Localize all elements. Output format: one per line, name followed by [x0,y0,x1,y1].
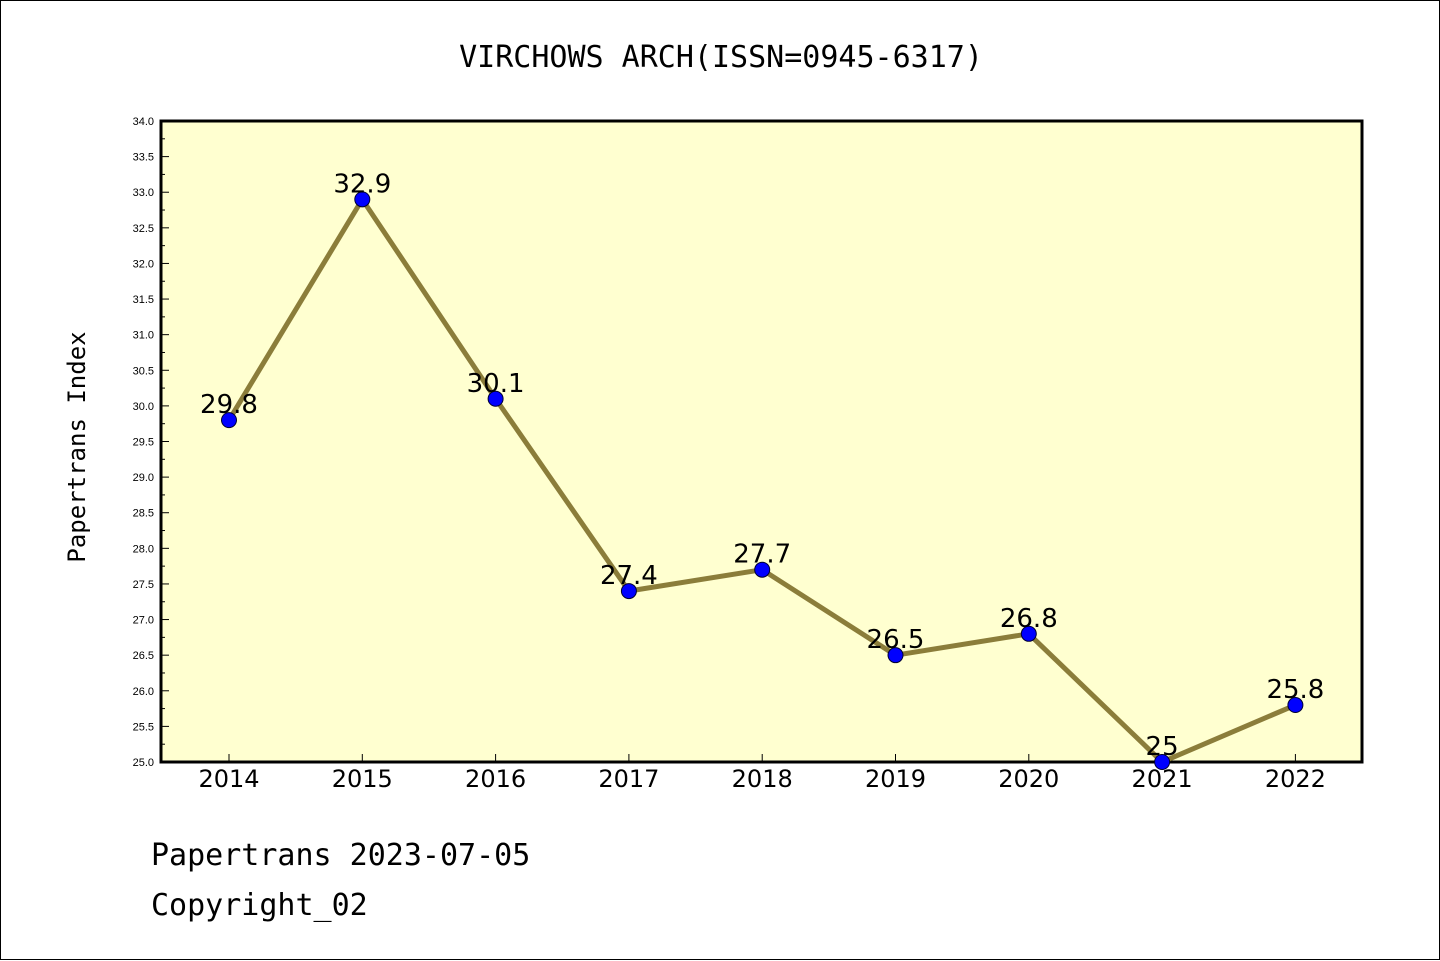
data-label: 25.8 [1266,675,1324,705]
x-axis-ticks: 2014 2015 2016 2017 2018 2019 2020 2021 2022 [198,754,1326,793]
data-point [487,390,504,407]
chart-title: VIRCHOWS ARCH(ISSN=0945-6317) [459,40,983,75]
data-label: 30.1 [467,369,525,399]
plot-area [159,119,1364,764]
x-tick-label: 2020 [998,765,1059,793]
y-axis-label: Papertrans Index [63,331,91,562]
x-tick-label: 2019 [865,765,926,793]
y-tick-label: 29.5 [133,437,154,449]
data-label: 25 [1146,732,1179,762]
data-label: 26.5 [867,625,925,655]
y-tick-label: 26.0 [133,686,154,698]
data-label: 29.8 [200,390,258,420]
x-tick-label: 2015 [332,765,393,793]
y-tick-label: 31.5 [133,294,154,306]
y-tick-label: 29.0 [133,472,154,484]
data-point [620,583,637,600]
x-tick-label: 2018 [732,765,793,793]
data-label: 27.7 [733,540,791,570]
y-tick-label: 32.5 [133,223,154,235]
x-tick-label: 2014 [198,765,259,793]
y-tick-label: 28.0 [133,543,154,555]
data-point [1154,754,1171,770]
y-tick-label: 33.0 [133,187,154,199]
y-tick-label: 31.0 [133,330,154,342]
data-point [1287,697,1304,714]
y-tick-label: 27.5 [133,579,154,591]
y-tick-label: 27.0 [133,615,154,627]
data-points [221,191,1304,770]
y-tick-label: 30.0 [133,401,154,413]
y-tick-label: 28.5 [133,508,154,520]
data-point [1020,625,1037,642]
x-tick-label: 2017 [598,765,659,793]
data-point [354,191,371,208]
data-label: 27.4 [600,561,658,591]
data-point [754,561,771,578]
footer-date: Papertrans 2023-07-05 [151,838,530,873]
data-label: 32.9 [333,169,391,199]
y-tick-label: 25.5 [133,721,154,733]
y-tick-label: 32.0 [133,258,154,270]
x-tick-label: 2022 [1265,765,1326,793]
footer-copyright: Copyright_02 [151,888,368,923]
y-tick-label: 34.0 [133,116,154,128]
data-labels: 29.8 32.9 30.1 27.4 27.7 26.5 26.8 25 25.8 [200,169,1324,762]
data-point [887,647,904,664]
y-tick-label: 25.0 [133,757,154,769]
y-axis-ticks: 25.0 25.5 26.0 26.5 27.0 27.5 28.0 28.5 29.0 29.5… [133,116,169,769]
x-tick-label: 2016 [465,765,526,793]
y-tick-label: 33.5 [133,152,154,164]
y-tick-label: 26.5 [133,650,154,662]
y-tick-label: 30.5 [133,365,154,377]
data-label: 26.8 [1000,604,1058,634]
data-point [221,412,237,429]
